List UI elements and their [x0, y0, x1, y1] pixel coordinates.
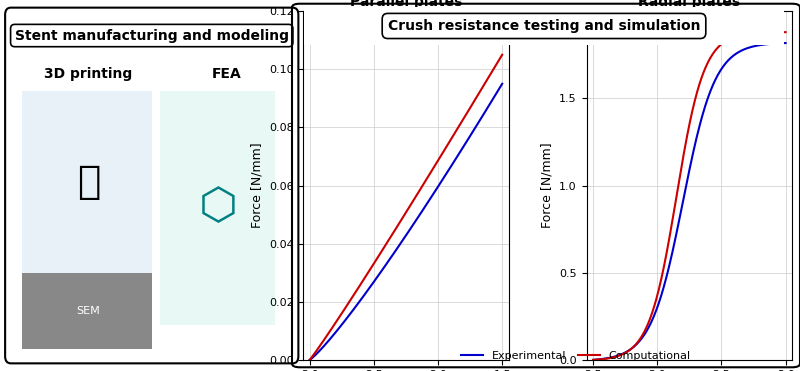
Bar: [22, 91, 152, 273]
Text: FEA: FEA: [212, 67, 242, 81]
Bar: [22, 273, 152, 349]
Text: Crush resistance testing and simulation: Crush resistance testing and simulation: [388, 19, 700, 33]
Title: Radial plates: Radial plates: [638, 0, 740, 9]
Title: Parallel plates: Parallel plates: [350, 0, 462, 9]
Text: Stent manufacturing and modeling: Stent manufacturing and modeling: [14, 29, 289, 43]
FancyBboxPatch shape: [5, 8, 298, 363]
Text: ⬡: ⬡: [198, 185, 238, 228]
Text: SEM: SEM: [77, 306, 100, 316]
Y-axis label: Force [N/mm]: Force [N/mm]: [541, 143, 554, 228]
Text: 🖨: 🖨: [77, 163, 100, 201]
Bar: [160, 91, 275, 325]
Text: 3D printing: 3D printing: [44, 67, 133, 81]
Legend: Experimental, Computational: Experimental, Computational: [457, 347, 695, 365]
Y-axis label: Force [N/mm]: Force [N/mm]: [250, 143, 263, 228]
